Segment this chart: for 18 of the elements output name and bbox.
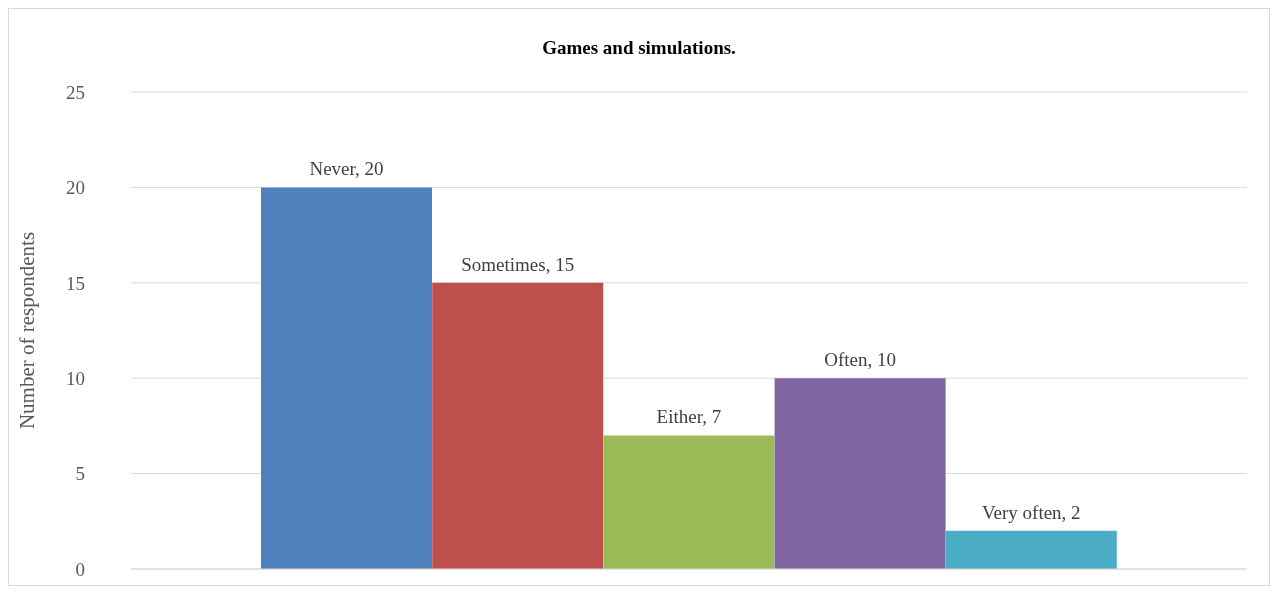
bar <box>432 282 604 569</box>
bar <box>945 530 1117 569</box>
y-tick-label: 10 <box>66 367 85 389</box>
y-tick-label: 20 <box>66 177 85 199</box>
data-label: Often, 10 <box>824 349 896 371</box>
data-label: Never, 20 <box>309 158 384 180</box>
y-axis-title: Number of respondents <box>15 231 40 430</box>
data-label: Sometimes, 15 <box>461 253 575 275</box>
y-tick-label: 5 <box>75 463 85 485</box>
bar <box>603 435 775 569</box>
bar <box>774 378 946 569</box>
data-label: Very often, 2 <box>981 501 1081 523</box>
y-tick-label: 0 <box>75 558 85 580</box>
y-tick-label: 25 <box>66 81 85 103</box>
data-label: Either, 7 <box>656 406 722 428</box>
chart-title: Games and simulations. <box>541 37 737 59</box>
bar <box>261 187 432 569</box>
y-tick-label: 15 <box>66 272 85 294</box>
